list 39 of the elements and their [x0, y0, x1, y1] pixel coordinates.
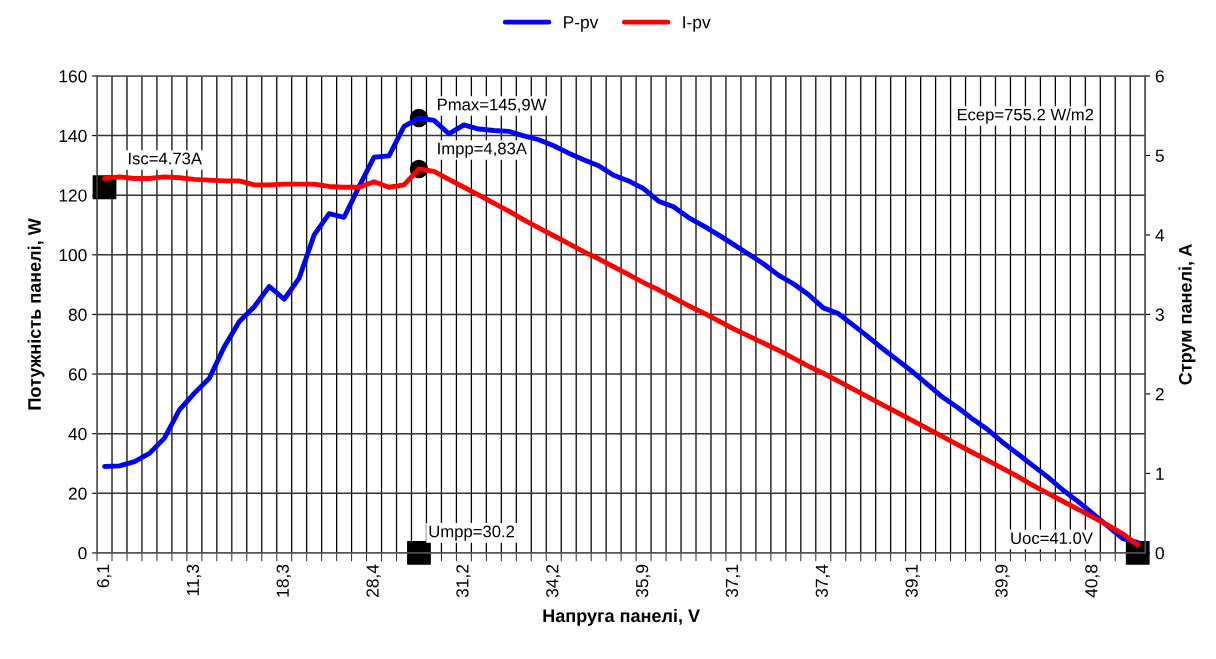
- y2-tick-label: 4: [1155, 229, 1165, 242]
- y2-tick-label: 6: [1155, 70, 1164, 83]
- x-tick-label: 37,1: [725, 564, 741, 598]
- y-tick-label: 120: [59, 189, 87, 202]
- y-tick-label: 140: [59, 129, 87, 143]
- x-tick-label: 39,1: [905, 564, 920, 598]
- legend-label: I-pv: [683, 16, 711, 32]
- annotation: Impp=4,83A: [438, 142, 527, 158]
- x-tick-label: 37,4: [815, 564, 830, 598]
- annotation: Isc=4.73A: [128, 152, 202, 165]
- annotation: Pmax=145,9W: [438, 98, 547, 113]
- y-tick-label: 160: [59, 70, 87, 83]
- y-tick-label: 60: [68, 368, 87, 381]
- legend-label: P-pv: [564, 16, 599, 32]
- x-tick-label: 35,9: [635, 564, 651, 598]
- annotation: Есер=755.2 W/m2: [957, 108, 1094, 124]
- x-tick-label: 28,4: [366, 564, 381, 597]
- x-tick-label: 11,3: [186, 564, 202, 596]
- y-tick-label: 40: [68, 427, 87, 441]
- annotation: Uoc=41.0V: [1011, 532, 1093, 545]
- x-tick-label: 31,2: [456, 564, 471, 598]
- y-tick-label: 100: [59, 248, 87, 262]
- y2-axis-title: Струм панелі, A: [1178, 244, 1196, 385]
- x-axis-title: Напруга панелі, V: [543, 608, 700, 626]
- y2-tick-label: 3: [1155, 308, 1164, 321]
- y-tick-label: 20: [68, 487, 87, 500]
- y2-tick-label: 5: [1155, 149, 1164, 162]
- y-tick-label: 0: [78, 547, 87, 560]
- y2-tick-label: 0: [1155, 547, 1164, 560]
- y-axis-title: Потужність панелі, W: [27, 218, 45, 410]
- annotation: Umpp=30.2: [429, 525, 515, 541]
- x-tick-label: 6,1: [96, 564, 112, 588]
- y2-tick-label: 2: [1155, 388, 1164, 401]
- x-tick-label: 40,8: [1085, 564, 1100, 598]
- x-tick-label: 18,3: [276, 564, 291, 597]
- x-tick-label: 34,2: [546, 564, 561, 598]
- y-tick-label: 80: [68, 308, 87, 321]
- x-tick-label: 39,9: [995, 564, 1010, 598]
- y2-tick-label: 1: [1156, 467, 1164, 480]
